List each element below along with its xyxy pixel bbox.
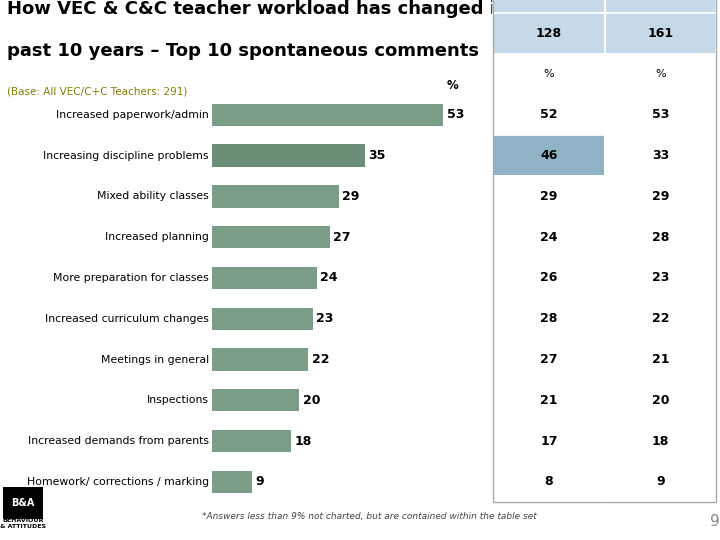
Bar <box>212 226 330 248</box>
Text: More preparation for classes: More preparation for classes <box>53 273 209 283</box>
Text: Homework/ corrections / marking: Homework/ corrections / marking <box>27 477 209 487</box>
Text: 21: 21 <box>540 394 558 407</box>
Text: (Base: All VEC/C+C Teachers: 291): (Base: All VEC/C+C Teachers: 291) <box>7 87 188 97</box>
Bar <box>3 487 43 519</box>
Bar <box>605 136 716 176</box>
Text: 9: 9 <box>255 475 264 488</box>
Bar <box>493 461 605 502</box>
Text: 23: 23 <box>652 272 670 285</box>
Text: 17: 17 <box>540 435 558 448</box>
Bar <box>605 380 716 421</box>
Text: *Answers less than 9% not charted, but are contained within the table set: *Answers less than 9% not charted, but a… <box>202 512 536 521</box>
Text: 26: 26 <box>540 272 558 285</box>
Bar <box>493 298 605 339</box>
Bar <box>493 258 605 298</box>
Text: 27: 27 <box>540 353 558 366</box>
Bar <box>493 54 605 94</box>
Bar <box>493 380 605 421</box>
Text: %: % <box>655 69 666 79</box>
Bar <box>493 13 605 54</box>
Bar <box>493 136 605 176</box>
Text: 29: 29 <box>342 190 359 203</box>
Text: 28: 28 <box>540 312 558 325</box>
Text: 22: 22 <box>312 353 329 366</box>
Text: Increased planning: Increased planning <box>105 232 209 242</box>
Text: 29: 29 <box>540 190 558 203</box>
Text: 46: 46 <box>540 149 558 162</box>
Text: 21: 21 <box>652 353 670 366</box>
Bar <box>493 176 605 217</box>
Bar <box>212 389 300 411</box>
Bar <box>605 0 716 13</box>
Text: 29: 29 <box>652 190 670 203</box>
Text: 128: 128 <box>536 27 562 40</box>
Text: B&A: B&A <box>12 497 35 508</box>
Bar <box>605 258 716 298</box>
Text: 33: 33 <box>652 149 669 162</box>
Bar <box>605 298 716 339</box>
Bar <box>212 144 365 167</box>
Bar <box>605 217 716 258</box>
Text: 18: 18 <box>294 435 312 448</box>
Bar <box>605 176 716 217</box>
Bar <box>493 0 605 13</box>
Bar <box>605 339 716 380</box>
Bar <box>605 54 716 94</box>
Text: 20: 20 <box>303 394 320 407</box>
Bar <box>493 421 605 461</box>
Text: past 10 years – Top 10 spontaneous comments: past 10 years – Top 10 spontaneous comme… <box>7 42 480 59</box>
Text: 52: 52 <box>540 109 558 122</box>
Text: 161: 161 <box>647 27 674 40</box>
Text: 27: 27 <box>333 231 351 244</box>
Bar <box>493 94 605 136</box>
Text: 24: 24 <box>320 272 338 285</box>
Text: Increased demands from parents: Increased demands from parents <box>28 436 209 446</box>
Text: 9: 9 <box>710 514 720 529</box>
Bar <box>605 421 716 461</box>
Text: 53: 53 <box>652 109 670 122</box>
Bar <box>212 470 251 493</box>
Text: 23: 23 <box>316 312 333 325</box>
Bar <box>605 13 716 54</box>
Text: Increased curriculum changes: Increased curriculum changes <box>45 314 209 324</box>
Bar <box>212 104 444 126</box>
Text: 18: 18 <box>652 435 670 448</box>
Bar <box>212 430 291 453</box>
Text: 53: 53 <box>446 109 464 122</box>
Bar <box>212 348 308 371</box>
Bar <box>493 339 605 380</box>
Text: Increasing discipline problems: Increasing discipline problems <box>43 151 209 161</box>
Text: %: % <box>446 79 459 92</box>
Bar <box>212 307 312 330</box>
Text: How VEC & C&C teacher workload has changed in the: How VEC & C&C teacher workload has chang… <box>7 0 549 18</box>
Text: 24: 24 <box>540 231 558 244</box>
Text: %: % <box>544 69 554 79</box>
Text: Inspections: Inspections <box>147 395 209 406</box>
Text: 9: 9 <box>657 475 665 488</box>
Bar <box>212 267 317 289</box>
Bar <box>493 217 605 258</box>
Text: Increased paperwork/admin: Increased paperwork/admin <box>56 110 209 120</box>
Bar <box>605 94 716 136</box>
Text: 22: 22 <box>652 312 670 325</box>
Text: 20: 20 <box>652 394 670 407</box>
Bar <box>212 185 338 208</box>
Bar <box>605 461 716 502</box>
Text: BEHAVIOUR
& ATTITUDES: BEHAVIOUR & ATTITUDES <box>0 518 46 529</box>
Text: Meetings in general: Meetings in general <box>101 354 209 364</box>
Text: Mixed ability classes: Mixed ability classes <box>97 191 209 201</box>
Text: 8: 8 <box>545 475 553 488</box>
Text: 28: 28 <box>652 231 670 244</box>
Text: 35: 35 <box>369 149 386 162</box>
